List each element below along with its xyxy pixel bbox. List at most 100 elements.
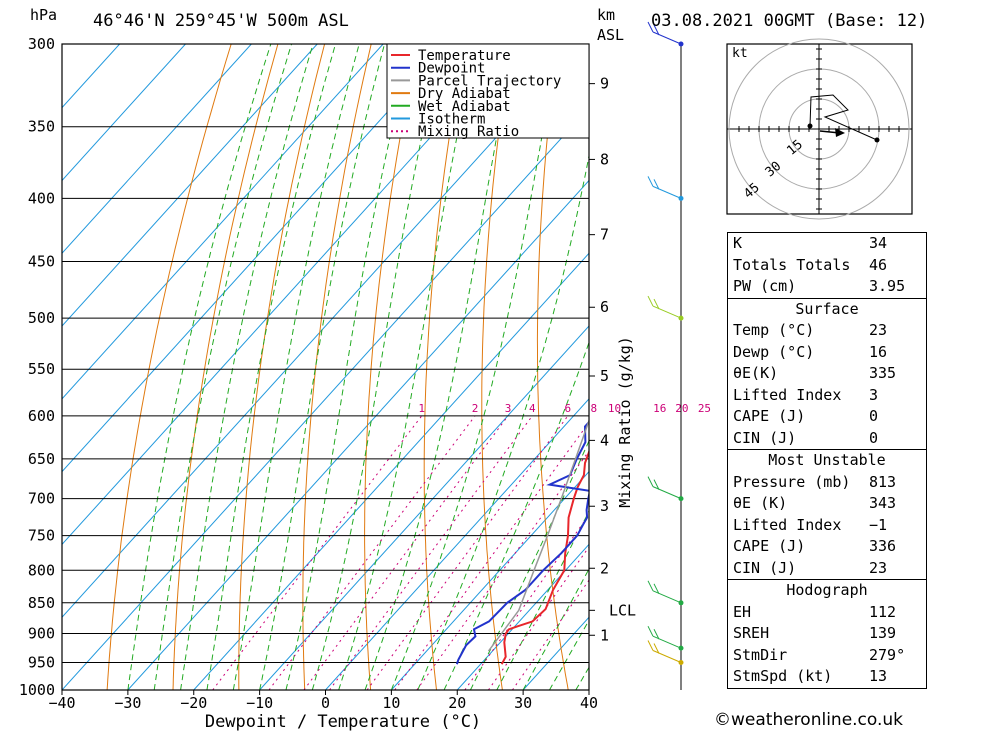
pressure-tick-label: 300 (28, 35, 55, 53)
index-row: Dewp (°C) 16 (728, 342, 926, 364)
dry-adiabat-line (106, 44, 232, 690)
wind-barb-staff (652, 305, 682, 319)
wind-barb-flag (647, 176, 654, 187)
pressure-tick-label: 850 (28, 594, 55, 612)
hodograph-trace (809, 94, 878, 141)
index-row: CAPE (J) 0 (728, 406, 926, 428)
index-row: CIN (J) 0 (728, 428, 926, 450)
x-tick-label: −20 (180, 694, 207, 712)
index-label: SREH (733, 624, 770, 642)
wind-barb-flag (653, 643, 660, 654)
km-tick-label: 5 (600, 367, 609, 385)
index-value: 279° (869, 645, 906, 664)
dry-adiabat-line (364, 44, 419, 690)
wet-adiabat-line (285, 44, 413, 690)
pressure-tick-label: 750 (28, 527, 55, 545)
index-label: Totals Totals (733, 255, 851, 274)
wind-barb-staff (652, 31, 682, 45)
index-label: EH (733, 602, 752, 621)
pressure-tick-label: 500 (28, 309, 55, 327)
index-label: PW (cm) (733, 277, 797, 295)
index-label: θE(K) (733, 364, 779, 382)
index-value: 34 (869, 234, 888, 252)
mixing-ratio-line (303, 415, 509, 690)
asl-label: ASL (597, 26, 625, 44)
wind-barb-flag (647, 625, 654, 637)
mixing-ratio-tick-label: 20 (675, 402, 688, 415)
pressure-tick-label: 950 (28, 653, 55, 671)
wind-barb-flag (647, 640, 654, 651)
wind-barb-staff (652, 590, 682, 604)
legend-label: Temperature (418, 48, 511, 64)
mixing-ratio-line (268, 415, 476, 690)
index-label: CIN (J) (733, 558, 797, 577)
wind-barb-flag (647, 21, 654, 33)
isotherm-line (325, 398, 589, 690)
mixing-ratio-line (487, 546, 589, 690)
legend-label: Isotherm (418, 112, 485, 128)
index-value: 336 (869, 537, 897, 555)
wet-adiabat-line (180, 44, 314, 690)
section-title: Hodograph (786, 581, 868, 599)
isotherm-line (62, 44, 186, 182)
km-tick-label: 7 (600, 226, 609, 244)
hodograph-ring (728, 38, 910, 220)
x-tick-label: −30 (114, 694, 141, 712)
index-row: Lifted Index 3 (728, 385, 926, 407)
wind-barb-staff (652, 185, 682, 199)
pressure-tick-label: 1000 (19, 681, 55, 699)
index-label: K (733, 234, 743, 252)
mixing-ratio-tick-label: 2 (472, 402, 479, 415)
legend-box (386, 43, 590, 139)
legend-label: Parcel Trajectory (418, 73, 561, 89)
wet-adiabat-line (469, 439, 589, 690)
pressure-unit-label: hPa (30, 6, 58, 24)
isotherm-line (62, 44, 318, 327)
mixing-ratio-tick-label: 25 (698, 402, 711, 415)
x-axis-title: Dewpoint / Temperature (°C) (205, 712, 481, 732)
pressure-tick-label: 450 (28, 253, 55, 271)
x-tick-label: 20 (448, 694, 466, 712)
km-tick-label: 6 (600, 298, 609, 316)
pressure-tick-label: 550 (28, 360, 55, 378)
index-row: Pressure (mb) 813 (728, 472, 926, 494)
credit-text: ©weatheronline.co.uk (714, 710, 904, 730)
wet-adiabat-line (417, 153, 589, 690)
index-value: −1 (869, 515, 888, 534)
km-tick-label: 8 (600, 150, 609, 168)
isotherm-line (259, 325, 589, 690)
wind-barb-staff (652, 635, 682, 649)
km-tick-label: 2 (600, 559, 609, 577)
isotherm-line (127, 179, 589, 690)
index-label: Pressure (mb) (733, 472, 851, 491)
mixing-ratio-axis-title: Mixing Ratio (g/kg) (616, 336, 634, 508)
pressure-tick-label: 400 (28, 189, 55, 207)
wind-profile (647, 21, 684, 690)
wet-adiabat-line (496, 510, 589, 690)
wind-barb-staff (652, 486, 682, 500)
index-value: 23 (869, 321, 888, 339)
index-row: θE (K) 343 (728, 493, 926, 515)
index-row: CAPE (J) 336 (728, 536, 926, 558)
mixing-ratio-tick-label: 4 (529, 402, 536, 415)
index-row: Totals Totals 46 (728, 255, 926, 277)
wind-barb-flag (653, 24, 660, 36)
index-row: θE(K) 335 (728, 363, 926, 385)
dry-adiabat-line (644, 44, 700, 690)
wind-barb-flag (647, 295, 654, 307)
pressure-tick-label: 350 (28, 118, 55, 136)
mixing-ratio-tick-label: 6 (564, 402, 571, 415)
wind-barb-flag (653, 298, 660, 310)
index-row: Lifted Index −1 (728, 515, 926, 537)
legend-label: Dry Adiabat (418, 86, 511, 102)
mixing-ratio-tick-label: 3 (505, 402, 512, 415)
km-tick-label: 3 (600, 497, 609, 515)
wind-barb-flag (653, 583, 660, 595)
mixing-ratio-tick-label: 10 (608, 402, 621, 415)
dry-adiabat-line (978, 44, 1000, 690)
index-row: PW (cm) 3.95 (728, 276, 926, 298)
dry-adiabat-line (172, 44, 279, 690)
index-value: 343 (869, 494, 897, 512)
